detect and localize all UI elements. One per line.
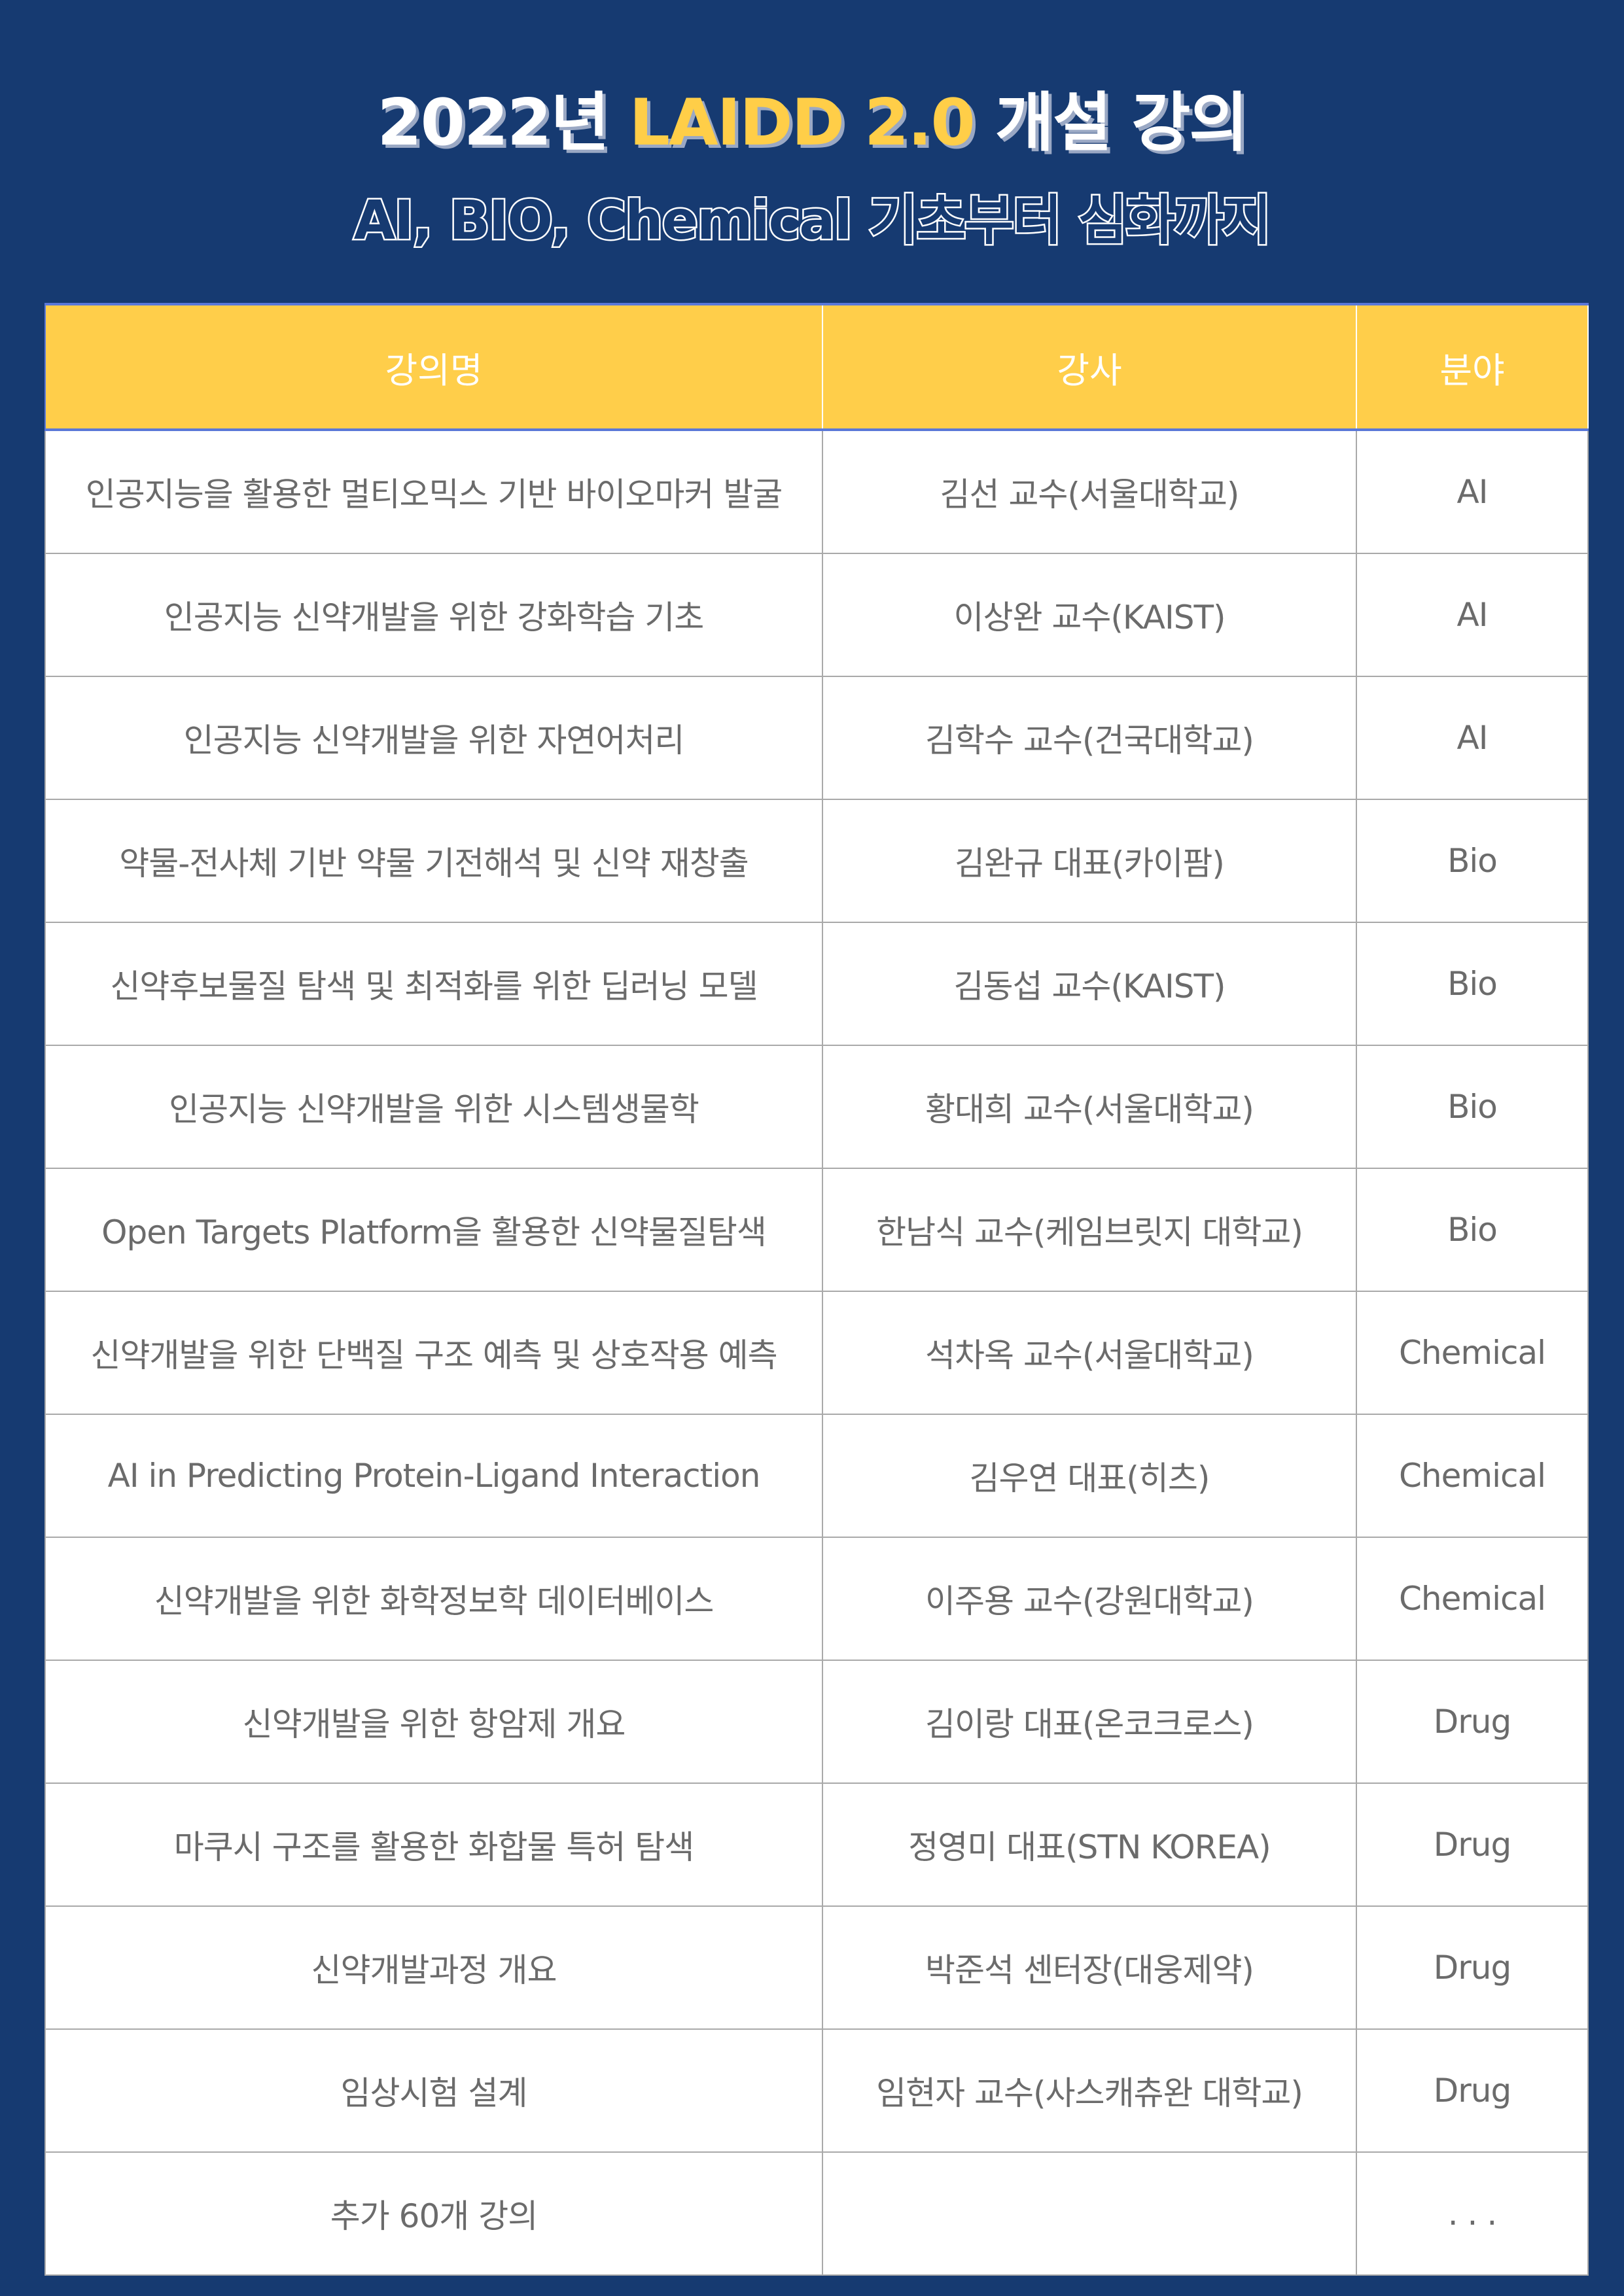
- title-accent: LAIDD 2.0: [629, 86, 975, 160]
- course-cell: 마쿠시 구조를 활용한 화합물 특허 탐색: [44, 1783, 823, 1907]
- course-cell: 추가 60개 강의: [44, 2151, 823, 2276]
- field-cell: . . .: [1356, 2151, 1589, 2276]
- table-row: 신약개발을 위한 단백질 구조 예측 및 상호작용 예측 석차옥 교수(서울대학교…: [44, 1291, 1589, 1415]
- course-cell: 신약개발과정 개요: [44, 1905, 823, 2030]
- course-cell: 신약개발을 위한 화학정보학 데이터베이스: [44, 1537, 823, 1661]
- course-cell: 신약개발을 위한 단백질 구조 예측 및 상호작용 예측: [44, 1291, 823, 1415]
- instructor-cell: 김동섭 교수(KAIST): [822, 922, 1357, 1046]
- header-instructor: 강사: [822, 303, 1357, 431]
- course-cell: 인공지능 신약개발을 위한 자연어처리: [44, 676, 823, 800]
- title-prefix: 2022년: [377, 86, 629, 160]
- table-row: 신약개발을 위한 화학정보학 데이터베이스 이주용 교수(강원대학교) Chemic…: [44, 1537, 1589, 1661]
- table-header-row: 강의명 강사 분야: [44, 303, 1589, 431]
- instructor-cell: 황대희 교수(서울대학교): [822, 1045, 1357, 1169]
- table-row: 신약개발과정 개요 박준석 센터장(대웅제약) Drug: [44, 1905, 1589, 2030]
- instructor-cell: 임현자 교수(사스캐츄완 대학교): [822, 2028, 1357, 2153]
- title-suffix: 개설 강의: [974, 86, 1248, 160]
- field-cell: Bio: [1356, 1168, 1589, 1292]
- table-row: 인공지능 신약개발을 위한 강화학습 기초 이상완 교수(KAIST) AI: [44, 553, 1589, 677]
- course-cell: 신약개발을 위한 항암제 개요: [44, 1660, 823, 1784]
- table-row: 인공지능을 활용한 멀티오믹스 기반 바이오마커 발굴 김선 교수(서울대학교) A…: [44, 429, 1589, 554]
- instructor-cell: 박준석 센터장(대웅제약): [822, 1905, 1357, 2030]
- instructor-cell: 석차옥 교수(서울대학교): [822, 1291, 1357, 1415]
- field-cell: Bio: [1356, 922, 1589, 1046]
- course-cell: 인공지능 신약개발을 위한 강화학습 기초: [44, 553, 823, 677]
- field-cell: Chemical: [1356, 1537, 1589, 1661]
- field-cell: Drug: [1356, 1660, 1589, 1784]
- field-cell: Drug: [1356, 2028, 1589, 2153]
- field-cell: Chemical: [1356, 1414, 1589, 1538]
- course-table: 강의명 강사 분야 인공지능을 활용한 멀티오믹스 기반 바이오마커 발굴 김선 …: [44, 303, 1589, 2276]
- table-row: 임상시험 설계 임현자 교수(사스캐츄완 대학교) Drug: [44, 2028, 1589, 2153]
- instructor-cell: 김이랑 대표(온코크로스): [822, 1660, 1357, 1784]
- course-cell: 신약후보물질 탐색 및 최적화를 위한 딥러닝 모델: [44, 922, 823, 1046]
- instructor-cell: 이주용 교수(강원대학교): [822, 1537, 1357, 1661]
- table-row: AI in Predicting Protein-Ligand Interact…: [44, 1414, 1589, 1538]
- field-cell: Drug: [1356, 1905, 1589, 2030]
- course-cell: 임상시험 설계: [44, 2028, 823, 2153]
- table-row: Open Targets Platform을 활용한 신약물질탐색 한남식 교수(…: [44, 1168, 1589, 1292]
- table-row: 마쿠시 구조를 활용한 화합물 특허 탐색 정영미 대표(STN KOREA) Dr…: [44, 1783, 1589, 1907]
- instructor-cell: 이상완 교수(KAIST): [822, 553, 1357, 677]
- field-cell: AI: [1356, 676, 1589, 800]
- instructor-cell: 김우연 대표(히츠): [822, 1414, 1357, 1538]
- course-cell: 약물-전사체 기반 약물 기전해석 및 신약 재창출: [44, 799, 823, 923]
- course-cell: Open Targets Platform을 활용한 신약물질탐색: [44, 1168, 823, 1292]
- course-cell: AI in Predicting Protein-Ligand Interact…: [44, 1414, 823, 1538]
- course-cell: 인공지능을 활용한 멀티오믹스 기반 바이오마커 발굴: [44, 429, 823, 554]
- table-row: 신약후보물질 탐색 및 최적화를 위한 딥러닝 모델 김동섭 교수(KAIST) B…: [44, 922, 1589, 1046]
- field-cell: AI: [1356, 553, 1589, 677]
- course-cell: 인공지능 신약개발을 위한 시스템생물학: [44, 1045, 823, 1169]
- instructor-cell: 김완규 대표(카이팜): [822, 799, 1357, 923]
- instructor-cell: [822, 2151, 1357, 2276]
- header-course: 강의명: [44, 303, 823, 431]
- instructor-cell: 정영미 대표(STN KOREA): [822, 1783, 1357, 1907]
- table-row: 인공지능 신약개발을 위한 자연어처리 김학수 교수(건국대학교) AI: [44, 676, 1589, 800]
- instructor-cell: 한남식 교수(케임브릿지 대학교): [822, 1168, 1357, 1292]
- field-cell: Bio: [1356, 1045, 1589, 1169]
- instructor-cell: 김학수 교수(건국대학교): [822, 676, 1357, 800]
- field-cell: Bio: [1356, 799, 1589, 923]
- field-cell: AI: [1356, 429, 1589, 554]
- page-title: 2022년 LAIDD 2.0 개설 강의: [0, 71, 1624, 164]
- table-row: 약물-전사체 기반 약물 기전해석 및 신약 재창출 김완규 대표(카이팜) Bio: [44, 799, 1589, 923]
- instructor-cell: 김선 교수(서울대학교): [822, 429, 1357, 554]
- table-row: 추가 60개 강의 . . .: [44, 2151, 1589, 2276]
- page-subtitle: AI, BIO, Chemical 기초부터 심화까지: [352, 188, 1273, 254]
- field-cell: Chemical: [1356, 1291, 1589, 1415]
- table-row: 신약개발을 위한 항암제 개요 김이랑 대표(온코크로스) Drug: [44, 1660, 1589, 1784]
- header-field: 분야: [1356, 303, 1589, 431]
- field-cell: Drug: [1356, 1783, 1589, 1907]
- table-row: 인공지능 신약개발을 위한 시스템생물학 황대희 교수(서울대학교) Bio: [44, 1045, 1589, 1169]
